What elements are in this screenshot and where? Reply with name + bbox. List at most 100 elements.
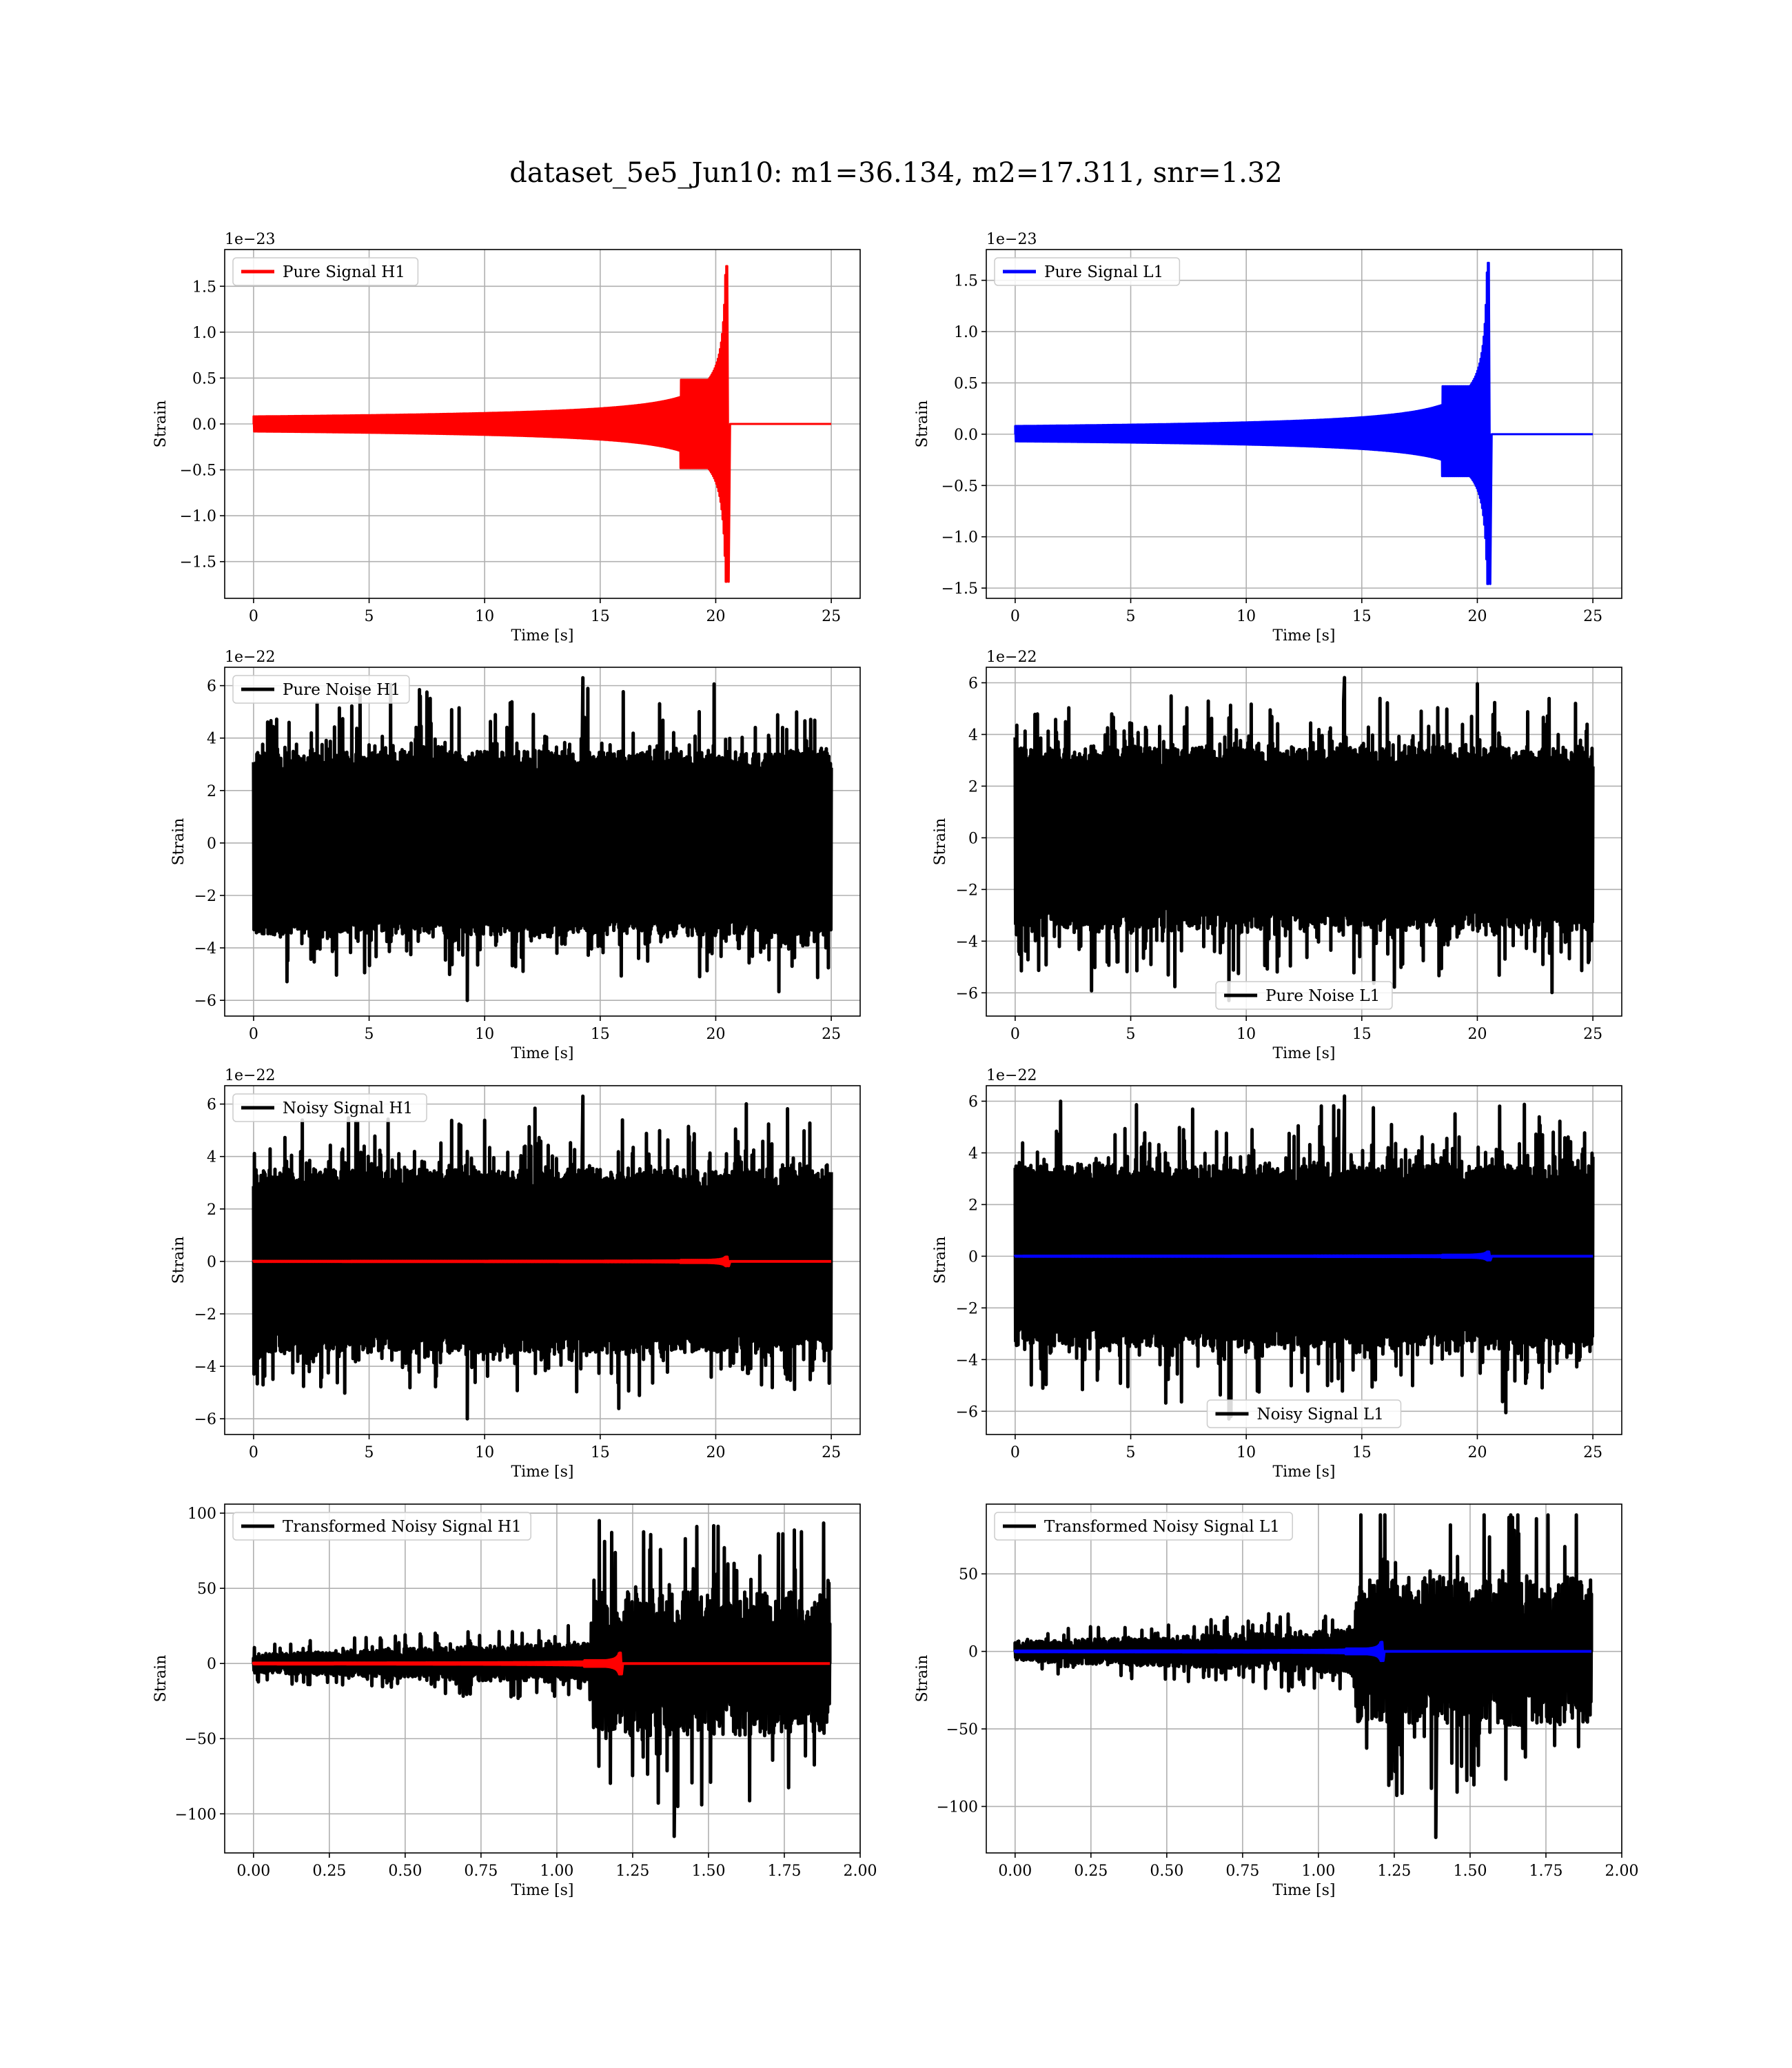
x-tick-label: 0 <box>249 1444 258 1461</box>
axes-frame <box>224 1085 861 1435</box>
y-tick-label: 50 <box>959 1566 978 1583</box>
x-tick-label: 5 <box>1126 608 1136 625</box>
x-tick-label: 10 <box>475 1444 494 1461</box>
x-tick-label: 25 <box>822 608 841 625</box>
x-tick-label: 20 <box>1467 1444 1487 1461</box>
y-tick-label: −6 <box>956 1403 978 1421</box>
chart-pure-noise-l1: 0 5 10 15 20 25 −6 −4 −2 0 2 4 6 1e−22 Time [s] Strain P… <box>932 649 1622 1062</box>
legend-box <box>994 1512 1293 1541</box>
series-line <box>252 1094 833 1421</box>
y-tick-label: 1.5 <box>954 273 978 290</box>
legend-box <box>232 257 419 286</box>
axes-frame <box>986 1503 1622 1854</box>
y-tick-label: 0.5 <box>954 375 978 392</box>
legend: Pure Signal H1 <box>232 257 419 286</box>
y-tick-label: −6 <box>956 985 978 1002</box>
axes-frame <box>986 249 1622 599</box>
x-tick-label: 1.75 <box>767 1863 801 1880</box>
legend-box <box>232 1093 427 1122</box>
y-tick-label: −50 <box>946 1721 978 1738</box>
legend-box <box>232 1512 531 1541</box>
legend: Transformed Noisy Signal H1 <box>232 1512 531 1541</box>
x-tick-label: 10 <box>475 608 494 625</box>
axes-frame <box>224 1503 861 1854</box>
y-tick-label: −1.5 <box>941 580 978 598</box>
plot-area <box>1014 261 1594 585</box>
x-tick-label: 5 <box>1126 1026 1136 1043</box>
x-tick-label: 1.00 <box>540 1863 573 1880</box>
legend-box <box>1215 981 1393 1010</box>
x-tick-label: 0 <box>1010 1444 1020 1461</box>
x-axis-label: Time [s] <box>511 1463 573 1481</box>
x-axis-label: Time [s] <box>1272 627 1335 645</box>
y-axis-label: Strain <box>152 1655 170 1703</box>
axes-frame <box>224 667 861 1017</box>
y-tick-label: 0 <box>968 1644 978 1661</box>
plot-area <box>1013 1094 1595 1421</box>
y-tick-label: 6 <box>968 1093 978 1111</box>
legend-label: Pure Signal H1 <box>283 263 405 281</box>
y-tick-label: 2 <box>968 778 978 795</box>
figure-title: dataset_5e5_Jun10: m1=36.134, m2=17.311,… <box>509 157 1283 189</box>
x-axis-label: Time [s] <box>511 627 573 645</box>
series-line <box>252 265 832 583</box>
y-tick-label: 2 <box>207 1202 216 1219</box>
y-tick-label: 100 <box>187 1506 216 1523</box>
x-axis-label: Time [s] <box>1272 1463 1335 1481</box>
x-tick-label: 15 <box>591 1444 610 1461</box>
chart-transformed-noisy-signal-l1: 0.00 0.25 0.50 0.75 1.00 1.25 1.50 1.75 2.00 −100… <box>914 1503 1638 1899</box>
legend-box <box>232 675 410 704</box>
y-tick-label: −0.5 <box>941 478 978 495</box>
y-tick-label: 1.0 <box>192 325 216 342</box>
y-tick-label: 6 <box>968 675 978 692</box>
x-tick-label: 10 <box>1236 1026 1256 1043</box>
x-axis-label: Time [s] <box>1272 1882 1335 1899</box>
y-tick-label: −4 <box>956 933 978 951</box>
x-tick-label: 15 <box>1352 1026 1372 1043</box>
legend: Noisy Signal L1 <box>1206 1399 1402 1428</box>
chart-noisy-signal-h1: 0 5 10 15 20 25 −6 −4 −2 0 2 4 6 1e−22 Time [s] Strain N… <box>170 1067 861 1481</box>
y-offset-text: 1e−22 <box>225 649 275 666</box>
series-line <box>252 676 833 1002</box>
x-tick-label: 10 <box>1236 1444 1256 1461</box>
legend: Noisy Signal H1 <box>232 1093 427 1122</box>
y-tick-label: −50 <box>185 1731 216 1748</box>
y-tick-label: −1.5 <box>180 554 216 571</box>
plot-area <box>252 265 832 583</box>
legend-label: Pure Signal L1 <box>1044 263 1163 281</box>
x-tick-label: 1.50 <box>691 1863 725 1880</box>
y-tick-label: 50 <box>197 1581 216 1598</box>
series-line <box>1014 261 1594 585</box>
y-tick-label: 0.0 <box>192 416 216 434</box>
axes-frame <box>986 667 1622 1017</box>
x-tick-label: 1.75 <box>1529 1863 1562 1880</box>
y-tick-label: 0 <box>207 1254 216 1271</box>
series-line <box>1013 1094 1595 1421</box>
y-offset-text: 1e−22 <box>986 1067 1037 1084</box>
legend-label: Noisy Signal L1 <box>1257 1406 1384 1423</box>
y-tick-label: 1.5 <box>192 278 216 296</box>
y-tick-label: −1.0 <box>180 508 216 525</box>
y-tick-label: 0 <box>968 830 978 847</box>
x-tick-label: 25 <box>822 1026 841 1043</box>
plot-area <box>1013 676 1595 1002</box>
x-tick-label: 1.25 <box>615 1863 649 1880</box>
y-tick-label: 0 <box>968 1248 978 1266</box>
y-tick-label: −100 <box>175 1806 216 1823</box>
y-tick-label: −4 <box>194 940 216 957</box>
x-tick-label: 1.25 <box>1377 1863 1411 1880</box>
legend: Pure Noise L1 <box>1215 981 1393 1010</box>
x-tick-label: 0.00 <box>998 1863 1032 1880</box>
y-tick-label: −2 <box>956 1300 978 1317</box>
x-tick-label: 10 <box>475 1026 494 1043</box>
y-tick-label: −2 <box>194 888 216 905</box>
legend: Pure Noise H1 <box>232 675 410 704</box>
y-tick-label: 0.0 <box>954 427 978 444</box>
y-offset-text: 1e−22 <box>986 649 1037 666</box>
y-tick-label: −6 <box>194 1411 216 1428</box>
y-tick-label: 4 <box>207 1149 216 1166</box>
x-tick-label: 20 <box>706 608 725 625</box>
y-axis-label: Strain <box>170 1237 187 1284</box>
chart-noisy-signal-l1: 0 5 10 15 20 25 −6 −4 −2 0 2 4 6 1e−22 Time [s] Strain N… <box>932 1067 1622 1481</box>
